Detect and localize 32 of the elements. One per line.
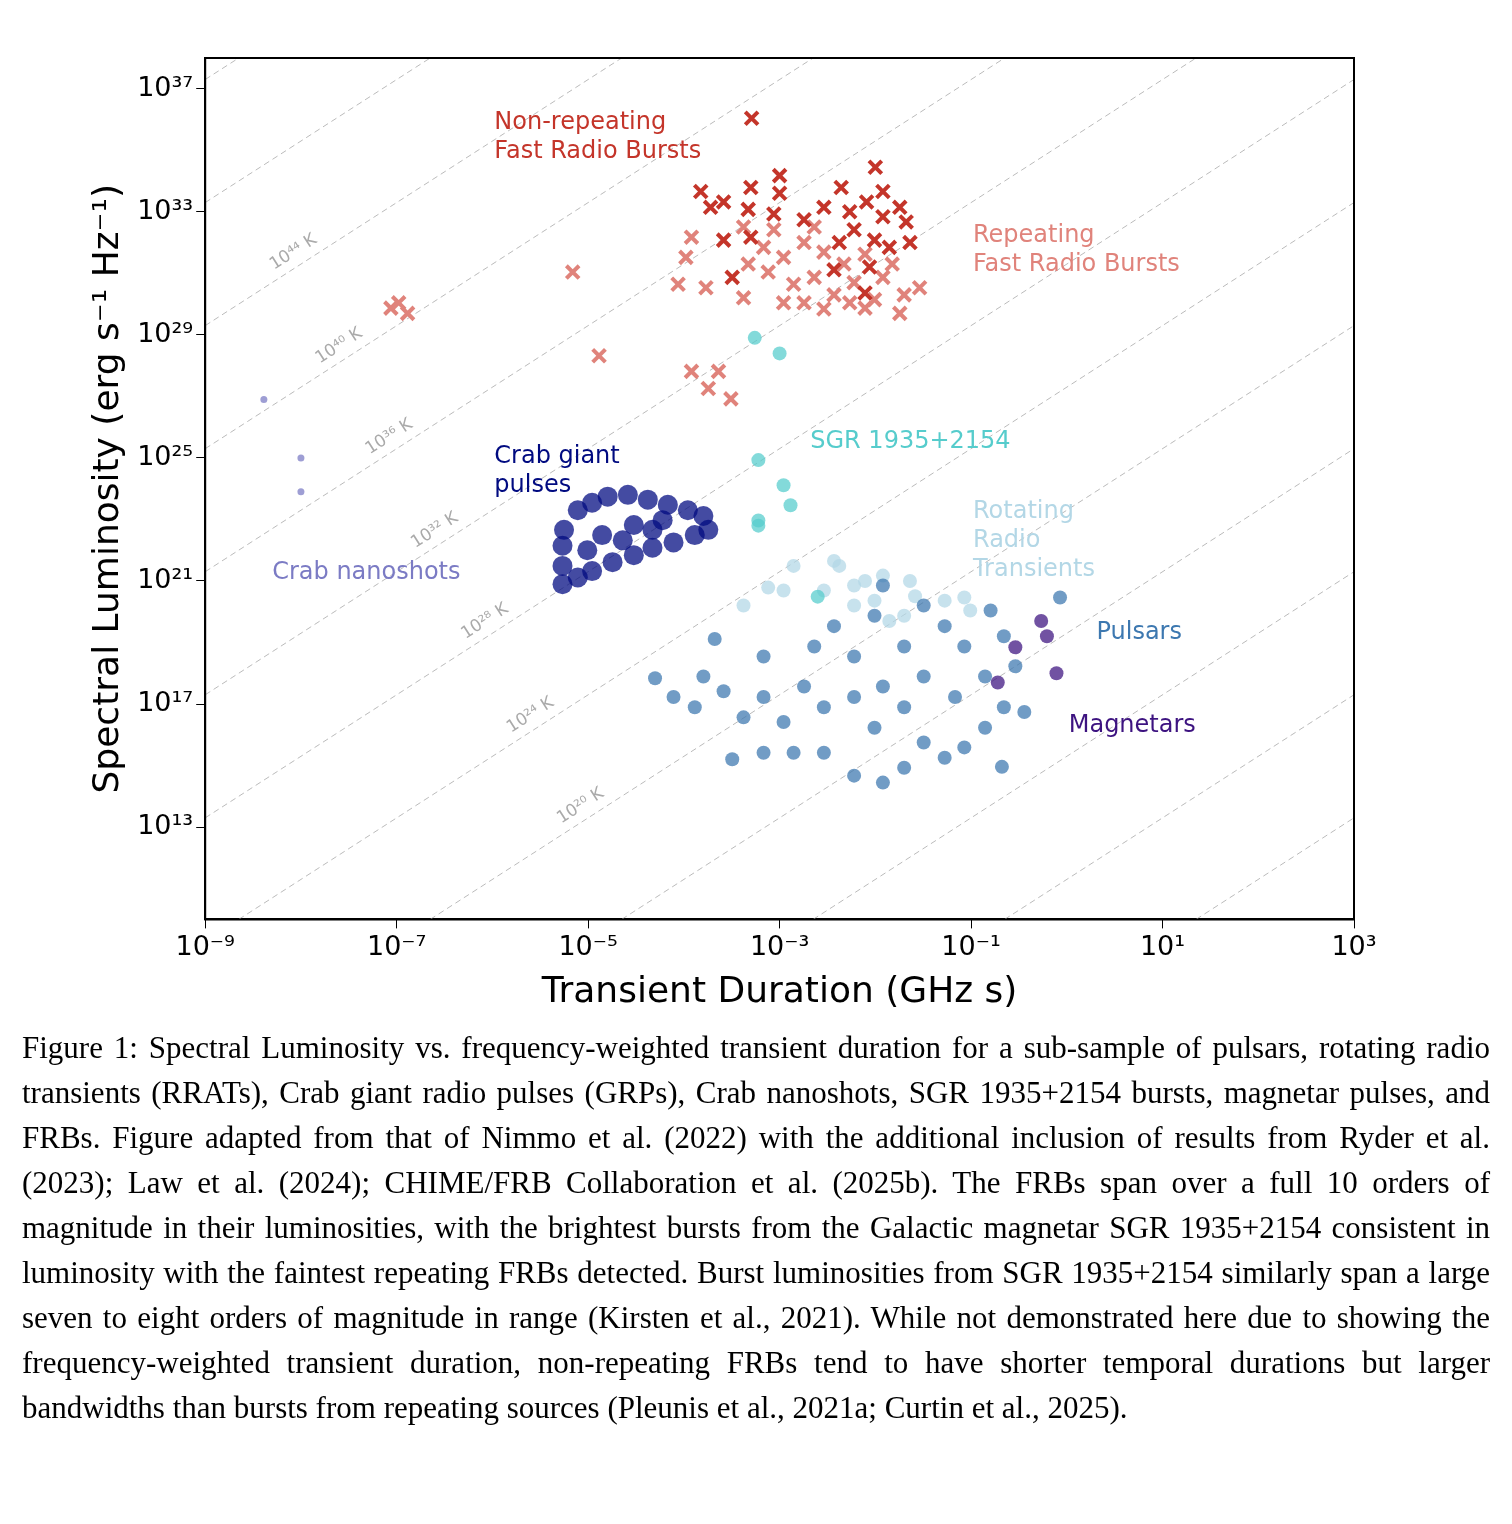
series-label: Pulsars	[1096, 617, 1182, 646]
x-axis-title: Transient Duration (GHz s)	[540, 968, 1018, 1010]
annotation: 10²⁰ K	[552, 781, 608, 828]
y-axis-title: Spectral Luminosity (erg s⁻¹ Hz⁻¹)	[84, 183, 126, 794]
series-label: Rotating Radio Transients	[971, 496, 1095, 583]
annotation: 10²⁸ K	[456, 597, 512, 643]
text: Figure 1: Spectral Luminosity vs. frequency-weighted transient duration for a sub-sample of pulsars, rotating radio transients (RRATs), Crab giant radio pulses (GRPs), Crab nanoshots, SGR 1935+2154 bursts, magnetar pulses, and FRBs. Figure adapted from that of Nimmo et al. (2022) with the additional inclusion of results from Ryder et al. (2023); Law et al. (2024); CHIME/FRB Collaboration et al. (2025b). The FRBs span over a full 10 orders of magnitude in their luminosities, with the brightest bursts from the Galactic magnetar SGR 1935+2154 consistent in luminosity with the faintest repeating FRBs detected. Burst luminosities from SGR 1935+2154 similarly span a large seven to eight orders of magnitude in range (Kirsten et al., 2021). While not demonstrated here due to showing the frequency-weighted transient duration, non-repeating FRBs tend to have shorter temporal durations but larger bandwidths than bursts from repeating sources (Pleunis et al., 2021a; Curtin et al., 2025).	[22, 1030, 1490, 1425]
y-tick-label: 10²⁵	[137, 439, 194, 471]
annotation: 10⁴⁰ K	[310, 321, 367, 368]
x-tick-label: 10⁻⁵	[558, 929, 618, 961]
y-tick-label: 10³³	[137, 193, 194, 225]
x-tick-label: 10⁻⁷	[366, 929, 427, 961]
y-tick-label: 10²¹	[137, 563, 194, 595]
text: Crab nanoshots	[272, 556, 461, 585]
y-tick-label: 10²⁹	[137, 316, 194, 348]
x-tick-label: 10¹	[1139, 929, 1186, 961]
annotation: 10⁴⁴ K	[265, 228, 321, 274]
x-tick-label: 10⁻⁹	[175, 929, 235, 961]
series-label: Magnetars	[1068, 709, 1196, 738]
annotation: 10³⁶ K	[361, 412, 417, 458]
x-tick-label: 10³	[1331, 929, 1377, 961]
y-tick-label: 10¹³	[137, 809, 194, 841]
x-tick-label: 10⁻³	[749, 929, 810, 961]
series-label: Crab giant pulses	[494, 440, 620, 498]
y-tick-label: 10¹⁷	[137, 686, 194, 718]
x-tick-label: 10⁻¹	[941, 929, 1001, 961]
series-label: Non-repeating Fast Radio Bursts	[494, 107, 702, 165]
series-label: Repeating Fast Radio Bursts	[972, 220, 1180, 278]
annotation: 10²⁴ K	[502, 690, 558, 737]
series-label: SGR 1935+2154	[810, 425, 1011, 454]
y-tick-label: 10³⁷	[137, 70, 194, 102]
annotation: 10³² K	[406, 506, 462, 552]
